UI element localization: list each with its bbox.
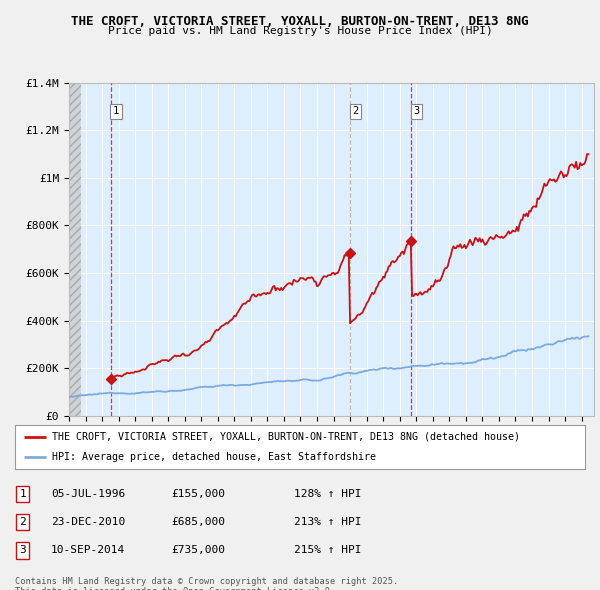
Text: THE CROFT, VICTORIA STREET, YOXALL, BURTON-ON-TRENT, DE13 8NG: THE CROFT, VICTORIA STREET, YOXALL, BURT…: [71, 15, 529, 28]
Text: THE CROFT, VICTORIA STREET, YOXALL, BURTON-ON-TRENT, DE13 8NG (detached house): THE CROFT, VICTORIA STREET, YOXALL, BURT…: [52, 432, 520, 442]
Text: 213% ↑ HPI: 213% ↑ HPI: [294, 517, 361, 527]
Text: 1: 1: [19, 489, 26, 499]
Text: £155,000: £155,000: [171, 489, 225, 499]
Text: 128% ↑ HPI: 128% ↑ HPI: [294, 489, 361, 499]
Text: £685,000: £685,000: [171, 517, 225, 527]
Text: 05-JUL-1996: 05-JUL-1996: [51, 489, 125, 499]
Text: 1: 1: [113, 106, 119, 116]
Text: Price paid vs. HM Land Registry's House Price Index (HPI): Price paid vs. HM Land Registry's House …: [107, 26, 493, 36]
Text: Contains HM Land Registry data © Crown copyright and database right 2025.
This d: Contains HM Land Registry data © Crown c…: [15, 577, 398, 590]
Text: 10-SEP-2014: 10-SEP-2014: [51, 546, 125, 555]
Text: 3: 3: [413, 106, 420, 116]
Text: 23-DEC-2010: 23-DEC-2010: [51, 517, 125, 527]
Text: 215% ↑ HPI: 215% ↑ HPI: [294, 546, 361, 555]
Text: 2: 2: [19, 517, 26, 527]
Text: 2: 2: [352, 106, 359, 116]
Text: £735,000: £735,000: [171, 546, 225, 555]
Text: HPI: Average price, detached house, East Staffordshire: HPI: Average price, detached house, East…: [52, 452, 376, 462]
Text: 3: 3: [19, 546, 26, 555]
